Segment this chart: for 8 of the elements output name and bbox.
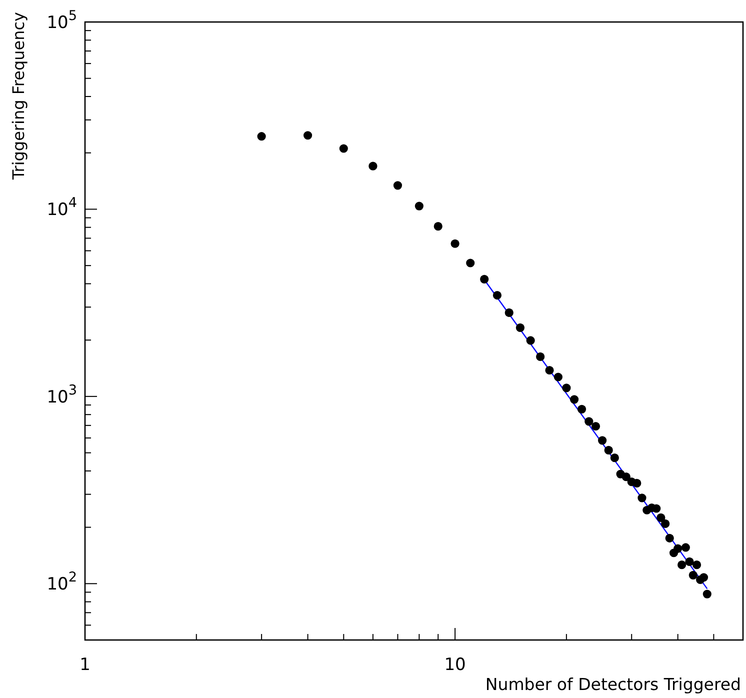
x-axis-title: Number of Detectors Triggered: [485, 675, 741, 694]
y-axis-title: Triggering Frequency: [9, 12, 28, 181]
y-tick-label: 10$^{2}$: [46, 570, 77, 595]
x-tick-label: 10: [444, 655, 466, 675]
y-tick-label: 10$^{4}$: [46, 195, 77, 220]
y-tick-label: 10$^{5}$: [46, 8, 77, 33]
x-tick-label: 1: [80, 655, 90, 675]
y-tick-label: 10$^{3}$: [46, 382, 77, 408]
